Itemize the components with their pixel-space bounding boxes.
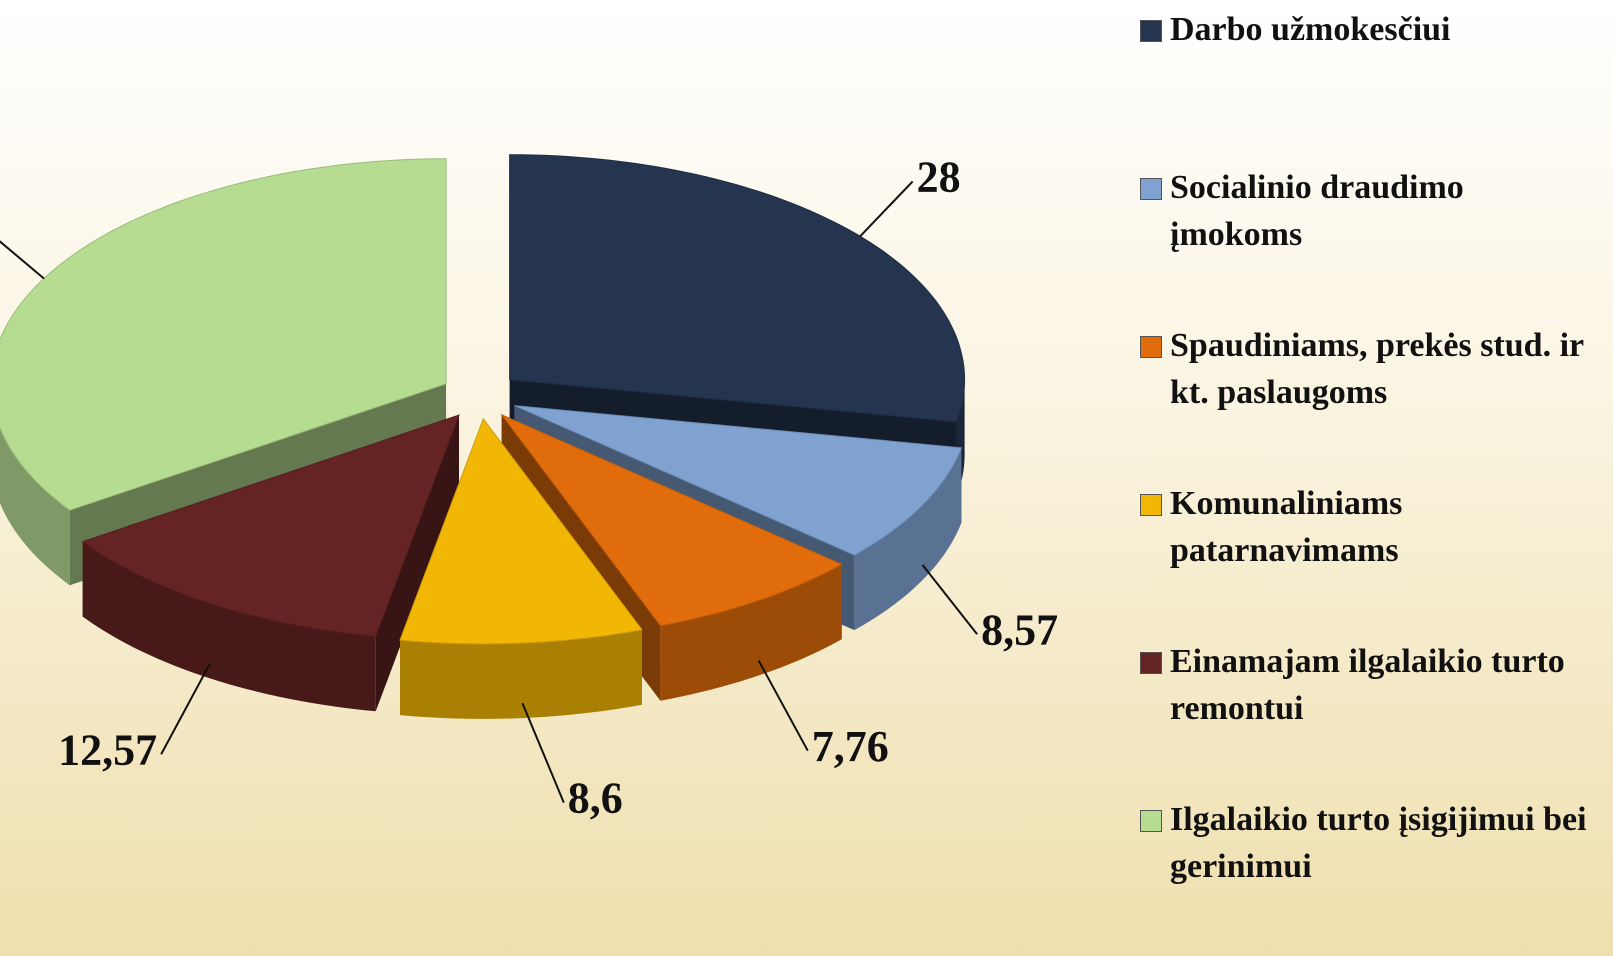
legend-swatch <box>1140 494 1162 516</box>
legend-swatch <box>1140 810 1162 832</box>
slice <box>81 414 460 712</box>
data-label: 28 <box>917 152 961 201</box>
legend-item: Darbo užmokesčiui <box>1140 6 1600 53</box>
legend-label: Ilgalaikio turto įsigijimui bei gerinimu… <box>1170 801 1587 885</box>
slice-top <box>81 414 460 637</box>
slice-wall <box>0 428 70 586</box>
slice-wall <box>82 541 376 712</box>
slice-top <box>0 158 447 511</box>
leader-line <box>921 564 978 635</box>
legend-label: Einamajam ilgalaikio turto remontui <box>1170 643 1565 727</box>
data-label: 7,76 <box>812 722 889 771</box>
legend-label: Darbo užmokesčiui <box>1170 11 1451 48</box>
legend-item: Spaudiniams, prekės stud. ir kt. paslaug… <box>1140 322 1600 416</box>
data-label: 8,57 <box>981 605 1058 654</box>
legend-swatch <box>1140 178 1162 200</box>
leader-line <box>859 180 914 237</box>
legend-item: Komunaliniams patarnavimams <box>1140 480 1600 574</box>
slice-top <box>399 417 643 645</box>
slice-top <box>514 405 963 556</box>
leader-line <box>160 662 211 755</box>
slice-top <box>509 154 966 423</box>
legend-swatch <box>1140 652 1162 674</box>
legend-item: Socialinio draudimo įmokoms <box>1140 164 1600 258</box>
slice-top <box>500 413 843 627</box>
data-label: 8,6 <box>568 774 623 823</box>
legend-swatch <box>1140 20 1162 42</box>
legend-label: Komunaliniams patarnavimams <box>1170 485 1403 569</box>
slice-wall <box>854 447 962 631</box>
legend-label: Socialinio draudimo įmokoms <box>1170 169 1464 253</box>
leader-line <box>521 702 565 804</box>
data-label: 12,57 <box>58 725 157 774</box>
legend-swatch <box>1140 336 1162 358</box>
slice <box>399 417 643 719</box>
chart: 288,577,768,612,5734,5 <box>0 152 1058 823</box>
legend-item: Einamajam ilgalaikio turto remontui <box>1140 638 1600 732</box>
slice-wall <box>400 629 642 719</box>
leader-line <box>0 240 45 280</box>
legend-item: Ilgalaikio turto įsigijimui bei gerinimu… <box>1140 796 1600 890</box>
slice-wall <box>660 564 842 701</box>
legend-label: Spaudiniams, prekės stud. ir kt. paslaug… <box>1170 327 1584 411</box>
leader-line <box>757 660 809 752</box>
